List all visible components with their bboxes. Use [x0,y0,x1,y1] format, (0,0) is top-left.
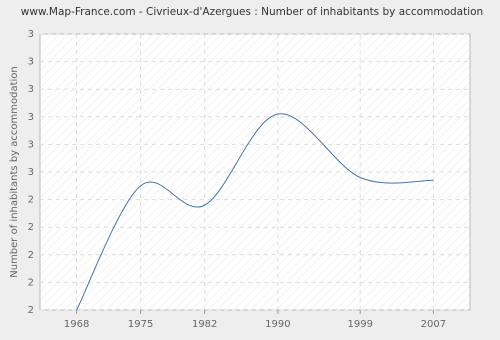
y-axis-label: Number of inhabitants by accommodation [9,66,20,278]
y-tick-label: 3 [28,57,34,68]
y-tick-label: 3 [28,112,34,123]
y-tick-label: 2 [28,305,34,316]
line [76,113,434,311]
y-tick-label: 2 [28,250,34,261]
x-tick-label: 1982 [192,319,217,330]
y-tick-label: 3 [28,139,34,150]
y-tick-label: 2 [28,277,34,288]
chart-title: www.Map-France.com - Civrieux-d'Azergues… [21,6,483,18]
x-tick-label: 1975 [128,319,153,330]
x-tick-label: 1968 [64,319,89,330]
y-tick-label: 2 [28,195,34,206]
x-tick-label: 1990 [265,319,290,330]
x-tick-label: 1999 [347,319,372,330]
y-tick-label: 3 [28,167,34,178]
x-tick-label: 2007 [421,319,446,330]
y-tick-label: 2 [28,222,34,233]
y-tick-label: 3 [28,84,34,95]
y-tick-label: 3 [28,29,34,40]
plot-area [39,33,471,311]
